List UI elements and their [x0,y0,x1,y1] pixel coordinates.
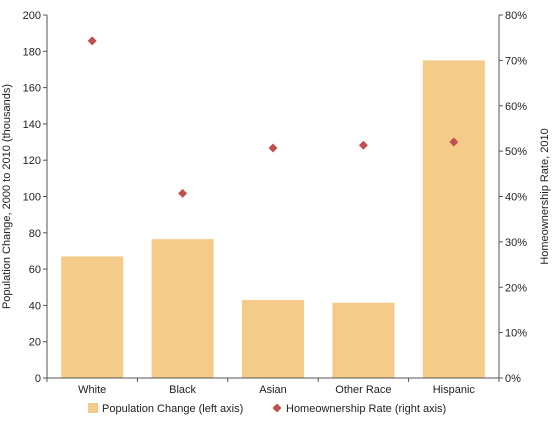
x-tick-label: Black [169,384,196,396]
x-tick-label: White [78,384,106,396]
legend: Population Change (left axis) Homeowners… [88,403,446,415]
right-tick-label: 50% [505,146,527,158]
legend-diamond-icon [272,403,282,413]
marker-white [87,36,97,46]
plot-area: 0 20 40 60 80 100 120 140 160 180 200 0% 10% 20% 30% 4… [23,10,528,396]
right-tick-label: 10% [505,328,527,340]
bar-black [151,239,214,378]
x-tick-label: Hispanic [433,384,476,396]
left-tick-label: 0 [35,373,41,385]
x-tick-label: Asian [259,384,287,396]
marker-other-race [358,140,368,150]
left-tick-label: 20 [29,337,41,349]
left-tick-label: 180 [23,46,41,58]
bar-hispanic [422,60,485,378]
right-tick-label: 80% [505,10,527,22]
markers-group [87,36,459,198]
right-tick-label: 30% [505,237,527,249]
right-tick-label: 20% [505,282,527,294]
x-axis-ticks: White Black Asian Other Race Hispanic [46,378,500,396]
left-tick-label: 40 [29,300,41,312]
bar-asian [242,299,304,378]
bar-white [61,256,124,378]
marker-asian [268,143,278,153]
x-tick-label: Other Race [335,384,391,396]
left-axis-ticks: 0 20 40 60 80 100 120 140 160 180 200 [23,10,47,385]
bars-group [61,60,485,378]
left-tick-label: 80 [29,228,41,240]
right-axis-ticks: 0% 10% 20% 30% 40% 50% 60% 70% 80% [499,10,527,385]
left-axis-title: Population Change, 2000 to 2010 (thousan… [1,84,13,309]
right-tick-label: 70% [505,55,527,67]
left-tick-label: 100 [23,192,41,204]
left-tick-label: 200 [23,10,41,22]
right-axis-title: Homeownership Rate, 2010 [539,128,551,264]
left-tick-label: 60 [29,264,41,276]
legend-marker-label: Homeownership Rate (right axis) [286,403,446,415]
legend-bar-label: Population Change (left axis) [102,403,243,415]
left-tick-label: 140 [23,119,41,131]
right-tick-label: 60% [505,101,527,113]
right-tick-label: 40% [505,192,527,204]
right-tick-label: 0% [505,373,521,385]
bar-other-race [332,302,395,378]
legend-bar-swatch [88,403,98,413]
marker-hispanic [449,137,459,147]
left-tick-label: 120 [23,155,41,167]
left-tick-label: 160 [23,83,41,95]
marker-black [178,188,188,198]
